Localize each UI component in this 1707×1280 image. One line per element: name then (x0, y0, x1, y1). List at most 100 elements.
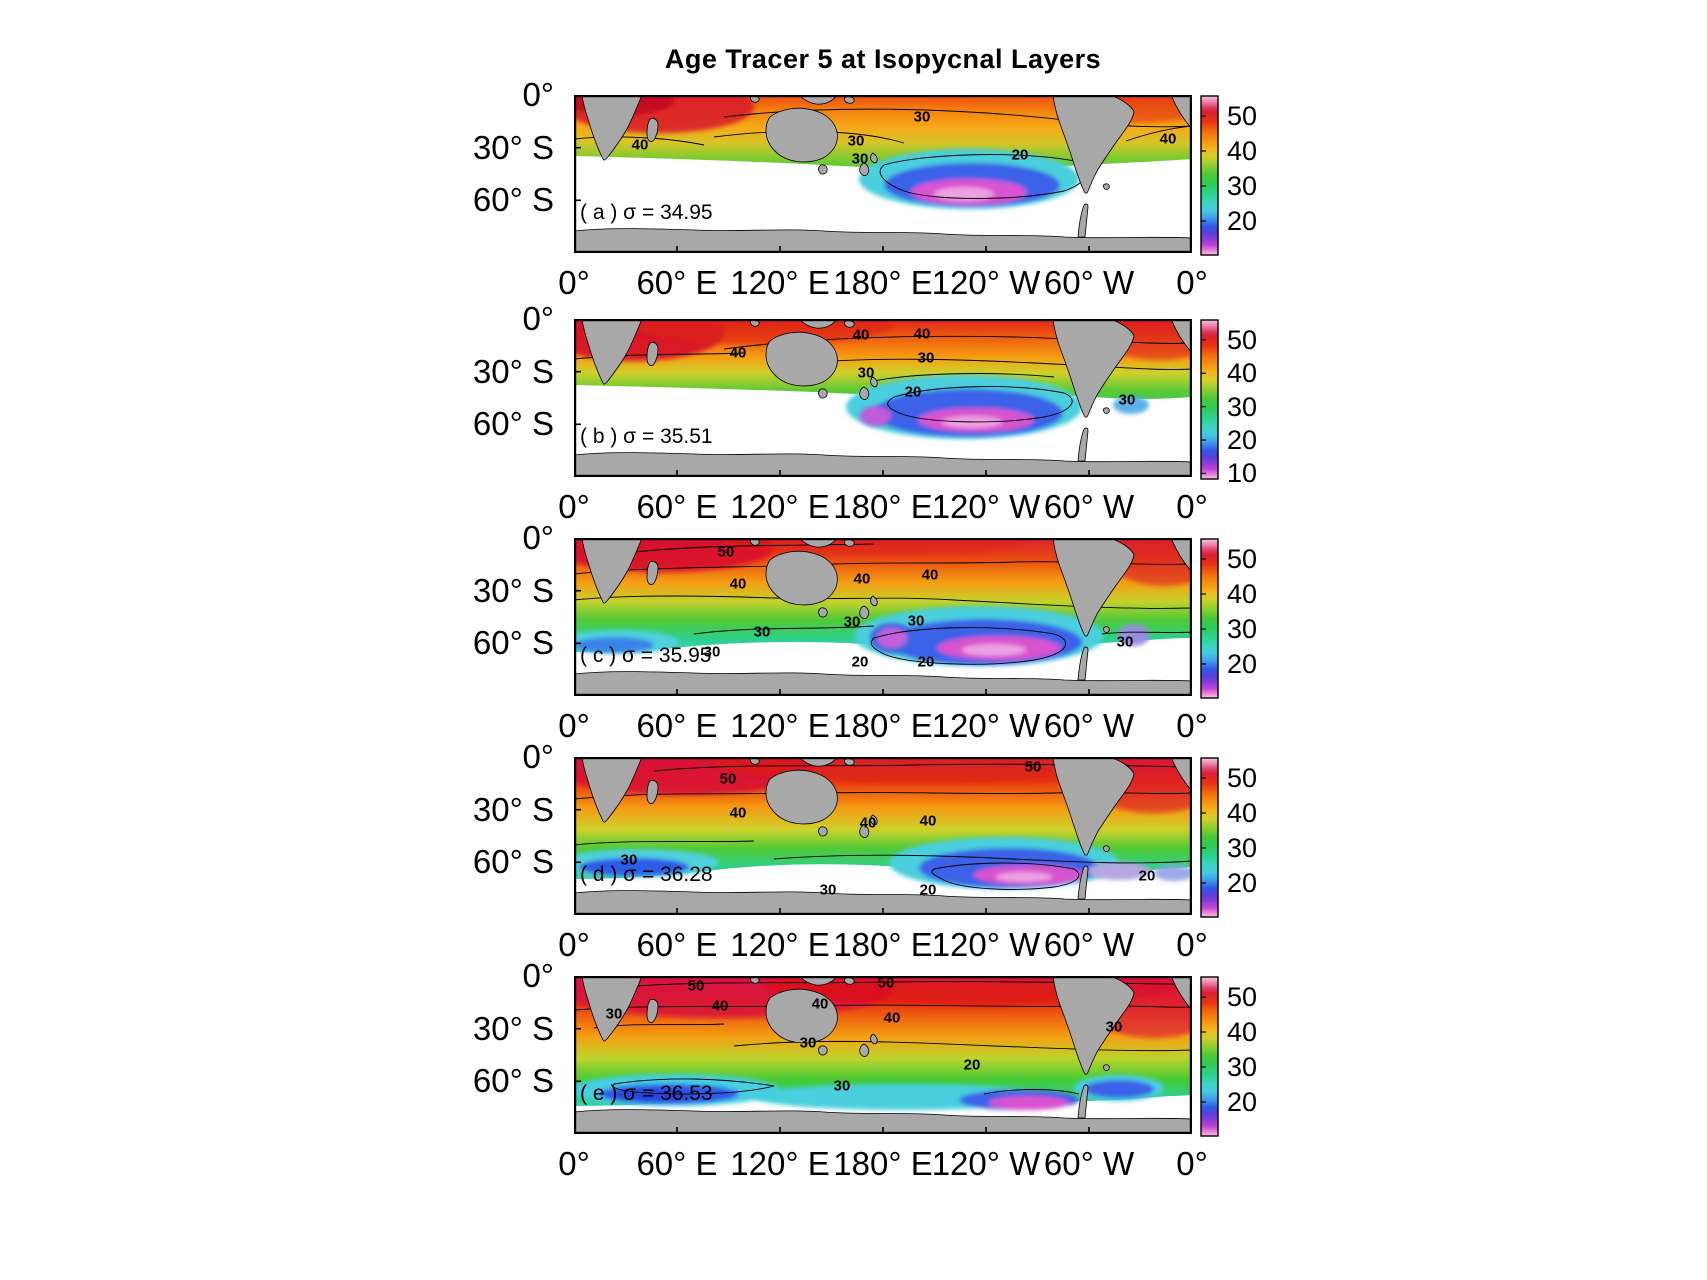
x-tick-label-d-2: 120° E (730, 926, 830, 963)
x-tick-label-d-0: 0° (558, 926, 590, 963)
colorbar-panel-a (1200, 95, 1219, 256)
x-tick-label-d-4: 120° W (931, 926, 1041, 963)
y-tick-label-b-1: 30° S (472, 352, 554, 390)
x-tick-label-e-6: 0° (1176, 1145, 1208, 1182)
x-tick-label-b-5: 60° W (1043, 488, 1135, 525)
contour-label-a-5: 40 (1160, 131, 1177, 148)
panel-sigma-label-e: ( e ) σ = 36.53 (580, 1082, 713, 1105)
x-tick-label-e-1: 60° E (636, 1145, 718, 1182)
y-tick-label-d-0: 0° (522, 738, 554, 775)
contour-label-a-0: 40 (632, 137, 649, 154)
colorbar-tick-label-b-3: 20 (1227, 425, 1258, 456)
colorbar-tick-label-b-2: 30 (1227, 391, 1258, 422)
contour-label-e-3: 40 (712, 998, 729, 1015)
contour-label-d-1: 50 (1025, 759, 1042, 776)
x-tick-label-c-3: 180° E (833, 707, 933, 744)
contour-label-b-1: 40 (853, 327, 870, 344)
colorbar-tick-label-c-2: 30 (1227, 613, 1258, 644)
x-tick-label-d-6: 0° (1176, 926, 1208, 963)
x-tick-label-a-1: 60° E (636, 264, 718, 301)
x-tick-label-e-2: 120° E (730, 1145, 830, 1182)
map-panel-b: 40 40 40 30 30 20 30 ( b ) σ = 35.51 (574, 319, 1192, 477)
colorbar-tick-label-b-0: 50 (1227, 324, 1258, 355)
contour-label-e-9: 30 (1106, 1019, 1123, 1036)
colorbar-tick-label-d-1: 40 (1227, 798, 1258, 828)
colorbar-tick-label-b-1: 40 (1227, 358, 1258, 389)
y-tick-label-d-1: 30° S (472, 790, 554, 828)
x-tick-label-a-4: 120° W (931, 264, 1041, 301)
contour-label-d-0: 50 (720, 771, 737, 788)
colorbar-tick-label-a-3: 20 (1227, 205, 1258, 236)
contour-label-e-1: 50 (878, 976, 895, 992)
contour-label-c-10: 30 (1117, 634, 1134, 651)
colorbar-panel-b (1200, 319, 1219, 480)
y-tick-label-b-0: 0° (522, 300, 554, 337)
contour-label-e-4: 40 (812, 996, 829, 1013)
land-masses-e (574, 976, 1192, 1134)
contour-label-c-3: 40 (922, 567, 939, 584)
contour-label-a-3: 30 (852, 151, 869, 168)
x-tick-label-c-5: 60° W (1043, 707, 1135, 744)
contour-label-e-5: 40 (884, 1010, 901, 1027)
x-tick-label-b-2: 120° E (730, 488, 830, 525)
x-tick-label-e-4: 120° W (931, 1145, 1041, 1182)
x-tick-label-e-5: 60° W (1043, 1145, 1135, 1182)
panel-sigma-label-a: ( a ) σ = 34.95 (580, 201, 713, 224)
x-tick-label-d-5: 60° W (1043, 926, 1135, 963)
colorbar-tick-label-d-0: 50 (1227, 763, 1258, 794)
y-tick-label-e-2: 60° S (472, 1062, 554, 1100)
contour-label-b-6: 30 (1119, 392, 1136, 409)
contour-label-c-1: 40 (730, 576, 747, 593)
contour-label-c-8: 20 (852, 654, 869, 671)
y-tick-label-a-2: 60° S (472, 181, 554, 219)
x-tick-label-a-0: 0° (558, 264, 590, 301)
y-tick-label-c-0: 0° (522, 519, 554, 556)
contour-label-c-7: 30 (908, 613, 925, 630)
colorbar-tick-label-e-0: 50 (1227, 982, 1258, 1013)
colorbar-tick-label-e-1: 40 (1227, 1017, 1258, 1047)
x-tick-label-c-2: 120° E (730, 707, 830, 744)
x-tick-label-b-6: 0° (1176, 488, 1208, 525)
land-masses-b (574, 319, 1192, 477)
colorbar-tick-label-e-3: 20 (1227, 1086, 1258, 1117)
y-tick-label-e-0: 0° (522, 957, 554, 994)
land-masses-a (574, 95, 1192, 253)
colorbar-tick-label-d-2: 30 (1227, 832, 1258, 863)
colorbar-panel-c (1200, 538, 1219, 699)
contour-label-d-6: 30 (820, 882, 837, 899)
contour-label-c-6: 30 (844, 614, 861, 631)
x-tick-label-a-5: 60° W (1043, 264, 1135, 301)
y-tick-label-e-1: 30° S (472, 1009, 554, 1047)
x-tick-label-c-6: 0° (1176, 707, 1208, 744)
contour-label-e-2: 30 (606, 1006, 623, 1023)
contour-label-b-2: 40 (914, 326, 931, 343)
y-tick-label-c-2: 60° S (472, 624, 554, 662)
x-tick-label-e-0: 0° (558, 1145, 590, 1182)
x-tick-label-d-3: 180° E (833, 926, 933, 963)
contour-label-e-6: 30 (800, 1035, 817, 1052)
contour-label-c-0: 50 (718, 544, 735, 561)
panel-sigma-label-b: ( b ) σ = 35.51 (580, 425, 713, 448)
contour-label-d-5: 30 (621, 852, 638, 869)
map-panel-e: 50 50 30 40 40 40 30 30 20 30 ( e ) σ = 36.53 (574, 976, 1192, 1134)
panel-sigma-label-d: ( d ) σ = 36.28 (580, 863, 713, 886)
x-tick-label-a-2: 120° E (730, 264, 830, 301)
contour-label-c-4: 30 (754, 624, 771, 641)
y-tick-label-b-2: 60° S (472, 405, 554, 443)
x-tick-label-a-6: 0° (1176, 264, 1208, 301)
colorbar-panel-d (1200, 757, 1219, 918)
contour-label-b-4: 30 (858, 365, 875, 382)
x-tick-label-c-1: 60° E (636, 707, 718, 744)
x-tick-label-b-4: 120° W (931, 488, 1041, 525)
y-tick-label-a-0: 0° (522, 76, 554, 113)
map-panel-d: 50 50 40 40 40 30 30 20 20 ( d ) σ = 36.28 (574, 757, 1192, 915)
y-tick-label-c-1: 30° S (472, 571, 554, 609)
contour-label-a-2: 30 (848, 133, 865, 150)
contour-label-d-2: 40 (730, 805, 747, 822)
x-tick-label-d-1: 60° E (636, 926, 718, 963)
contour-label-d-7: 20 (920, 882, 937, 899)
contour-label-b-0: 40 (730, 345, 747, 362)
contour-label-e-8: 20 (964, 1057, 981, 1074)
